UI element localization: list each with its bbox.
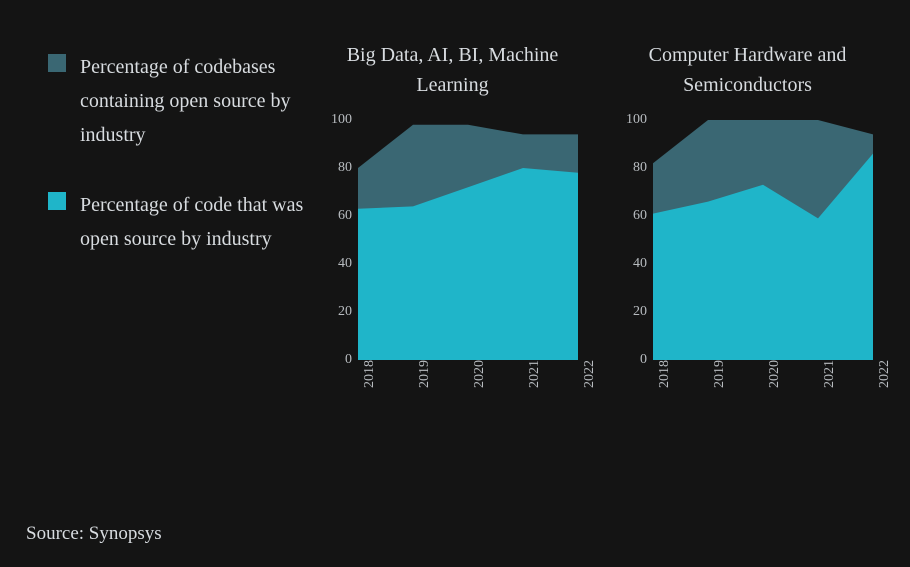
plot-area <box>358 120 578 360</box>
chart-block: Computer Hardware and Semiconductors 0 20 4… <box>615 40 880 420</box>
chart-title: Big Data, AI, BI, Machine Learning <box>320 40 585 108</box>
legend-item: Percentage of code that was open source … <box>48 188 308 256</box>
legend-item: Percentage of codebases containing open … <box>48 50 308 152</box>
x-tick-label: 2021 <box>527 360 543 388</box>
y-tick-label: 60 <box>633 208 647 224</box>
chart-row: Big Data, AI, BI, Machine Learning 0 20 40 6… <box>320 40 880 420</box>
legend-swatch <box>48 54 66 72</box>
y-tick-label: 40 <box>338 256 352 272</box>
x-axis: 20182019202020212022 <box>653 366 873 426</box>
x-tick-label: 2022 <box>877 360 893 388</box>
x-tick-label: 2018 <box>657 360 673 388</box>
legend: Percentage of codebases containing open … <box>48 50 308 292</box>
x-tick-label: 2020 <box>472 360 488 388</box>
chart-block: Big Data, AI, BI, Machine Learning 0 20 40 6… <box>320 40 585 420</box>
chart-area: 02040608010020182019202020212022 <box>615 120 880 420</box>
y-tick-label: 80 <box>633 160 647 176</box>
plot-area <box>653 120 873 360</box>
y-tick-label: 100 <box>626 112 647 128</box>
y-tick-label: 0 <box>640 352 647 368</box>
source-attribution: Source: Synopsys <box>26 523 162 545</box>
y-tick-label: 0 <box>345 352 352 368</box>
chart-title: Computer Hardware and Semiconductors <box>615 40 880 108</box>
legend-label: Percentage of code that was open source … <box>80 188 308 256</box>
x-tick-label: 2021 <box>822 360 838 388</box>
legend-label: Percentage of codebases containing open … <box>80 50 308 152</box>
x-tick-label: 2018 <box>362 360 378 388</box>
x-tick-label: 2019 <box>417 360 433 388</box>
x-axis: 20182019202020212022 <box>358 366 578 426</box>
y-tick-label: 80 <box>338 160 352 176</box>
y-tick-label: 20 <box>338 304 352 320</box>
x-tick-label: 2022 <box>582 360 598 388</box>
x-tick-label: 2019 <box>712 360 728 388</box>
y-axis: 020406080100 <box>615 120 653 360</box>
y-axis: 020406080100 <box>320 120 358 360</box>
y-tick-label: 40 <box>633 256 647 272</box>
x-tick-label: 2020 <box>767 360 783 388</box>
y-tick-label: 100 <box>331 112 352 128</box>
chart-area: 02040608010020182019202020212022 <box>320 120 585 420</box>
legend-swatch <box>48 192 66 210</box>
y-tick-label: 20 <box>633 304 647 320</box>
y-tick-label: 60 <box>338 208 352 224</box>
